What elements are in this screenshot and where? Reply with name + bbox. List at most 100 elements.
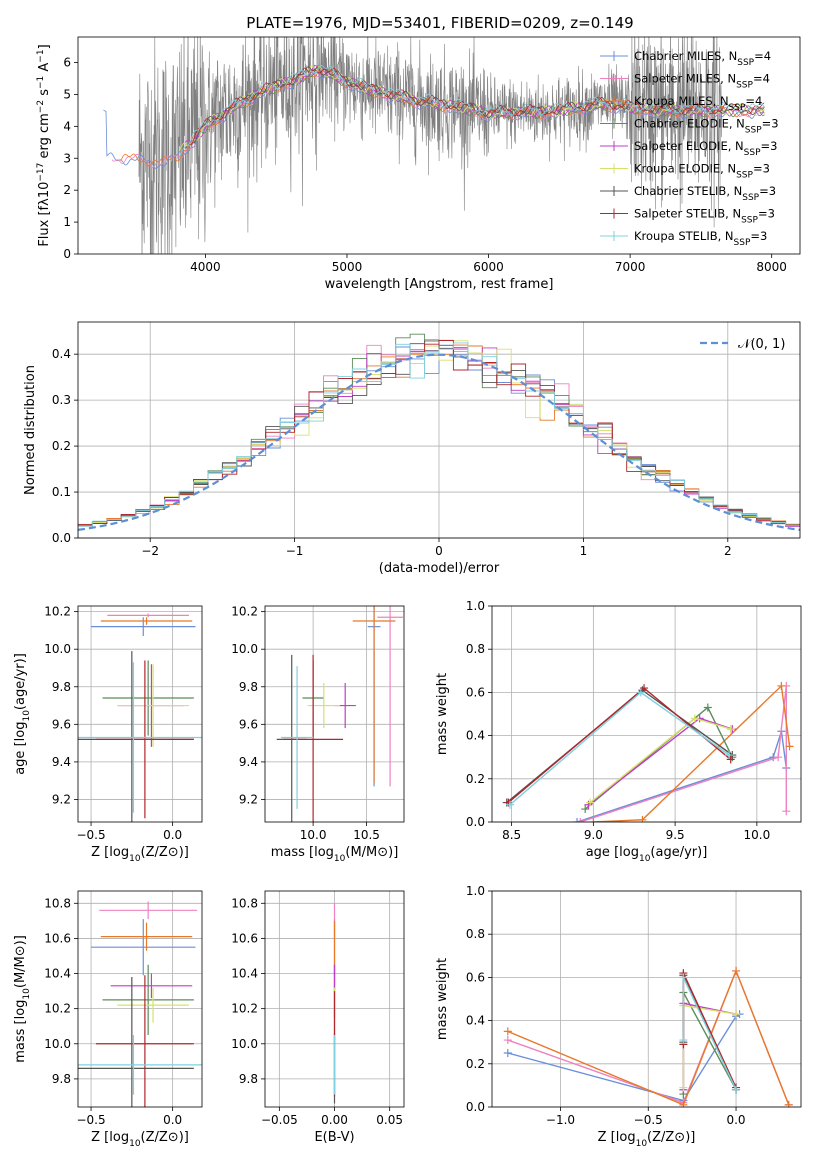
- label-part: Chabrier MILES, N: [634, 49, 737, 63]
- x-tick-label: 4000: [190, 260, 221, 274]
- series-marker: [503, 1036, 512, 1045]
- label-part: Kroupa ELODIE, N: [634, 162, 736, 176]
- y-tick-label: 10.6: [231, 931, 258, 945]
- label-part: age [: [13, 741, 28, 774]
- label-part: −2: [36, 100, 46, 113]
- panel-age_vs_Z: −0.5 0.09.29.49.69.810.010.2Z [log10(Z/Z⊙…: [13, 605, 203, 864]
- y-tick-label: 10.8: [231, 896, 258, 910]
- series-marker: [679, 1036, 688, 1045]
- y-tick-label: 10.0: [231, 1037, 258, 1051]
- label-part: E(B-V): [314, 1130, 354, 1145]
- errorbar-3: [102, 964, 194, 1035]
- y-tick-label: 0.6: [466, 970, 485, 984]
- errorbar-3: [102, 660, 194, 736]
- x-tick-label: 5000: [332, 260, 363, 274]
- label-part: (Z/Z⊙)]: [141, 845, 189, 860]
- label-part: log: [13, 1000, 28, 1020]
- y-tick-label: 0.0: [466, 1100, 485, 1114]
- x-axis-label: E(B-V): [314, 1130, 354, 1145]
- legend-label: Chabrier ELODIE, NSSP=3: [634, 117, 779, 136]
- legend-label: Kroupa ELODIE, NSSP=3: [634, 162, 770, 181]
- y-tick-label: 0.2: [466, 1057, 485, 1071]
- observed-spectrum-line: [138, 37, 723, 254]
- series-marker: [732, 1010, 741, 1019]
- y-tick-label: 5: [63, 87, 71, 101]
- errorbar-7: [283, 654, 344, 822]
- label-part: −17: [36, 163, 46, 182]
- panel-mass_vs_Z: −0.5 0.09.810.010.210.410.610.8Z [log10(Z…: [13, 890, 203, 1149]
- series-marker: [636, 688, 645, 697]
- plot-area-spectrum: [103, 37, 765, 254]
- label-part: log: [619, 845, 639, 860]
- legend-label: Kroupa MILES, NSSP=4: [634, 94, 762, 113]
- errorbar-7: [95, 660, 194, 819]
- series-marker: [638, 815, 647, 822]
- y-tick-label: 0.3: [52, 393, 71, 407]
- label-part: SSP: [729, 103, 746, 113]
- series-marker: [679, 973, 688, 982]
- series-marker: [505, 800, 514, 809]
- label-part: Kroupa STELIB, N: [634, 229, 734, 243]
- label-part: Chabrier ELODIE, N: [634, 117, 745, 131]
- y-tick-label: 9.2: [239, 792, 258, 806]
- legend-n: =3: [759, 184, 776, 198]
- errorbar-2: [100, 922, 193, 951]
- y-tick-label: 0.4: [52, 347, 71, 361]
- series-line-4: [682, 1002, 737, 1090]
- label-part: (Z/Z⊙)]: [141, 1130, 189, 1145]
- panel-mass_vs_ebv: −0.05 0.00 0.05 9.8 10.0 10.2 10.4 10.6 10.8 E(B-…: [231, 890, 405, 1145]
- x-axis-label: wavelength [Angstrom, rest frame]: [325, 277, 554, 292]
- x-tick-label: 9.0: [584, 828, 603, 842]
- errorbar-4: [110, 973, 193, 999]
- errorbar-0: [91, 919, 196, 976]
- plot-area-age_vs_Z: [78, 613, 202, 822]
- label-part: Z [: [598, 1130, 616, 1145]
- series-marker: [726, 755, 735, 764]
- y-tick-label: 9.8: [52, 1072, 71, 1086]
- label-part: −1: [36, 76, 46, 89]
- x-tick-label: 2: [724, 544, 732, 558]
- y-tick-label: 10.2: [231, 1002, 258, 1016]
- y-tick-label: 0.0: [466, 815, 485, 829]
- series-marker: [732, 966, 741, 975]
- legend-label: Kroupa STELIB, NSSP=3: [634, 229, 767, 248]
- series-marker: [586, 798, 595, 807]
- y-axis-label: mass weight: [435, 958, 450, 1040]
- panel-residuals: −2 −1 0 1 2 0.0 0.1 0.2 0.3 0.4 (data-model)/error…: [23, 321, 801, 576]
- y-tick-label: 1.0: [466, 884, 485, 898]
- x-tick-label: 0.00: [321, 1113, 348, 1127]
- panel-age_vs_mass: 10.0 10.5 9.2 9.4 9.6 9.8 10.0 10.2 mass [log10(…: [231, 605, 405, 864]
- series-line-3: [682, 992, 737, 1094]
- x-axis-label: Z [log10(Z/Z⊙)]: [91, 1130, 189, 1149]
- label-part: Flux [fλ10: [37, 182, 52, 247]
- series-marker: [679, 1083, 688, 1092]
- legend-n: =3: [758, 207, 775, 221]
- y-tick-label: 10.4: [231, 967, 258, 981]
- axes-frame: [264, 605, 405, 823]
- label-part: A: [37, 63, 52, 76]
- series-line-0: [576, 731, 787, 822]
- x-tick-label: −1.0: [546, 1113, 575, 1127]
- series-marker: [784, 1100, 793, 1107]
- label-part: Normed distribution: [23, 365, 38, 495]
- legend-label: Chabrier STELIB, NSSP=3: [634, 184, 776, 203]
- label-part: −1: [36, 49, 46, 62]
- label-part: log: [13, 722, 28, 742]
- label-part: 10: [22, 710, 32, 722]
- legend-label: Chabrier MILES, NSSP=4: [634, 49, 771, 68]
- y-tick-label: 9.6: [239, 717, 258, 731]
- label-part: s: [37, 89, 52, 100]
- y-tick-label: 9.8: [52, 680, 71, 694]
- x-tick-label: −1: [286, 544, 304, 558]
- plot-area-massweight_vs_age: [502, 681, 794, 822]
- label-part: 10: [334, 854, 346, 864]
- label-part: Z [: [91, 1130, 109, 1145]
- label-part: (age/yr)]: [13, 653, 28, 710]
- y-tick-label: 1.0: [466, 599, 485, 613]
- legend-n: =4: [754, 49, 771, 63]
- label-part: ]: [37, 44, 52, 49]
- series-marker: [640, 684, 649, 693]
- plot-area-residuals: [78, 333, 800, 538]
- axes-frame: [77, 890, 203, 1108]
